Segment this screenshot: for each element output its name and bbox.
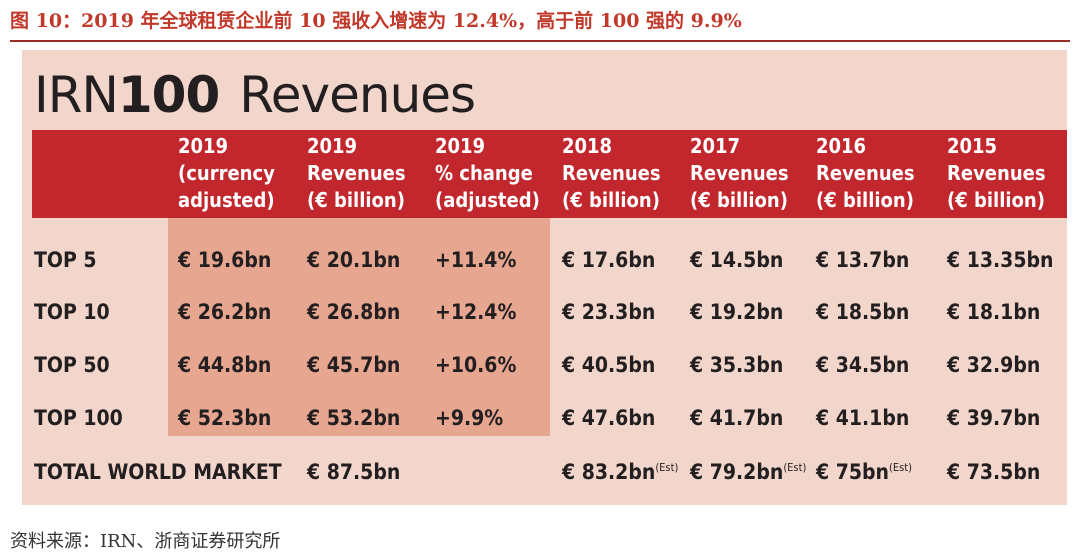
row-label-top10: TOP 10 [34,300,110,324]
cell: € 35.3bn [690,353,784,377]
cell: € 34.5bn [816,353,910,377]
table-heading: IRN100 Revenues [34,66,476,124]
col-head-2016: 2016 Revenues (€ billion) [816,134,915,212]
total-2018: € 83.2bn(Est) [562,460,679,484]
total-2017: € 79.2bn(Est) [690,460,807,484]
row-label-top50: TOP 50 [34,353,110,377]
cell: € 53.2bn [307,406,401,430]
cell: € 13.7bn [816,248,910,272]
heading-number: 100 [117,66,220,124]
col-head-2017: 2017 Revenues (€ billion) [690,134,789,212]
col-head-2015: 2015 Revenues (€ billion) [947,134,1046,212]
cell: € 19.6bn [178,248,272,272]
cell: € 32.9bn [947,353,1041,377]
cell: € 23.3bn [562,300,656,324]
cell: +11.4% [435,248,517,272]
col-head-2018: 2018 Revenues (€ billion) [562,134,661,212]
figure-caption: 图 10：2019 年全球租赁企业前 10 强收入增速为 12.4%，高于前 1… [10,10,742,32]
row-label-total: TOTAL WORLD MARKET [34,460,282,484]
heading-word: Revenues [239,66,476,124]
cell: € 45.7bn [307,353,401,377]
cell: € 40.5bn [562,353,656,377]
cell: € 52.3bn [178,406,272,430]
source-note: 资料来源：IRN、浙商证券研究所 [10,531,281,552]
cell: +9.9% [435,406,504,430]
total-2016: € 75bn(Est) [816,460,913,484]
row-label-top100: TOP 100 [34,406,123,430]
cell: € 18.1bn [947,300,1041,324]
est-note: (Est) [783,461,807,474]
cell: € 26.2bn [178,300,272,324]
revenue-table-panel: IRN100 Revenues 2019 (currency adjusted) 20… [22,50,1067,505]
cell: € 14.5bn [690,248,784,272]
heading-prefix: IRN [34,66,119,124]
col-head-2019-change: 2019% change (adjusted) [435,134,540,212]
cell: € 17.6bn [562,248,656,272]
col-head-2019-currency: 2019 (currency adjusted) [178,134,275,212]
total-2015: € 73.5bn [947,460,1041,484]
cell: € 26.8bn [307,300,401,324]
cell: € 47.6bn [562,406,656,430]
cell: € 18.5bn [816,300,910,324]
col-head-2019-revenues: 2019 Revenues (€ billion) [307,134,406,212]
cell: € 39.7bn [947,406,1041,430]
est-note: (Est) [655,461,679,474]
row-label-top5: TOP 5 [34,248,97,272]
highlight-2019-block [168,218,550,436]
total-2019: € 87.5bn [307,460,401,484]
cell: € 19.2bn [690,300,784,324]
cell: +12.4% [435,300,517,324]
est-note: (Est) [889,461,913,474]
cell: € 44.8bn [178,353,272,377]
cell: € 41.7bn [690,406,784,430]
cell: +10.6% [435,353,517,377]
cell: € 20.1bn [307,248,401,272]
cell: € 13.35bn [947,248,1054,272]
cell: € 41.1bn [816,406,910,430]
caption-divider [10,40,1070,42]
header-band [32,130,1067,218]
